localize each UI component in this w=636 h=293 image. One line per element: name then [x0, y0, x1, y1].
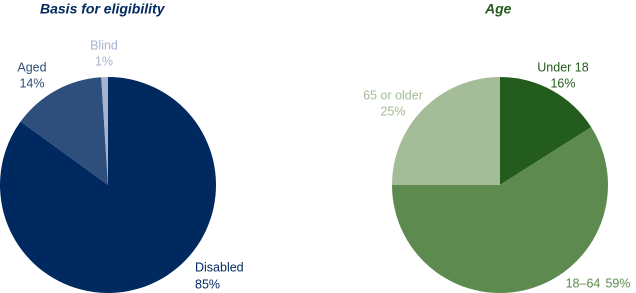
pie-slice — [500, 76, 592, 185]
slice-value: 25% — [380, 104, 405, 118]
chart-title: Age — [484, 1, 512, 17]
slice-label: Disabled — [195, 260, 244, 274]
chart-title: Basis for eligibility — [40, 1, 166, 17]
slice-value: 59% — [605, 276, 630, 290]
pie-slice — [101, 77, 108, 185]
slice-label: Under 18 — [537, 60, 588, 74]
slice-label: Aged — [17, 60, 46, 74]
slice-value: 1% — [95, 54, 113, 68]
pie-slice — [20, 77, 108, 185]
slice-value: 85% — [195, 277, 220, 291]
slice-value: 14% — [19, 76, 44, 90]
slice-label: 18–64 — [566, 276, 601, 290]
slice-label: 65 or older — [363, 88, 423, 102]
pie-slice — [392, 127, 608, 293]
slice-label: Blind — [90, 38, 118, 52]
slice-value: 16% — [550, 76, 575, 90]
pie-slice — [392, 77, 500, 185]
